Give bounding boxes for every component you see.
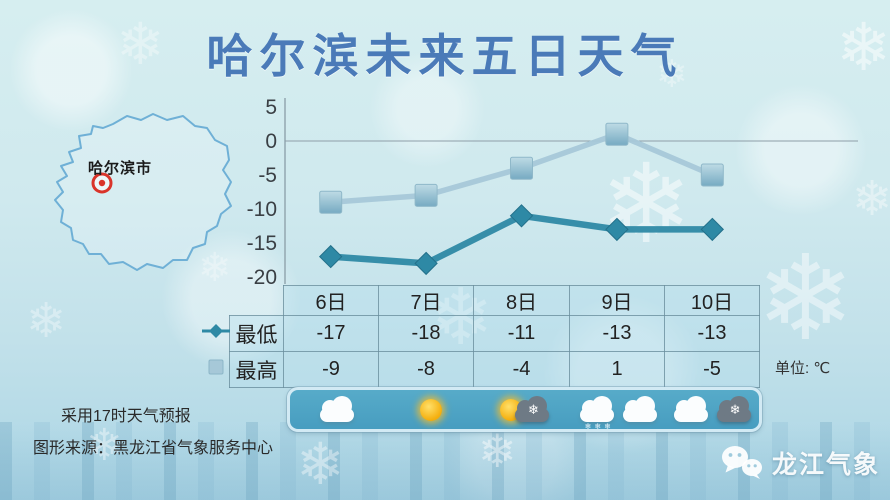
table-header-cell: 7日 [378, 285, 474, 316]
table-row: 最高 -9 -8 -4 1 -5 [229, 351, 760, 388]
table-cell: -4 [473, 351, 570, 388]
cloudy-icon [290, 390, 384, 429]
table-header-cell: 9日 [569, 285, 665, 316]
wechat-icon [722, 446, 762, 479]
y-axis-tick-label: -5 [258, 164, 277, 187]
data-point-square [319, 190, 343, 214]
data-point-diamond [414, 251, 438, 276]
table-cell: -18 [378, 315, 474, 352]
table-cell: -11 [473, 315, 570, 352]
snow-specks-icon: ❄❄❄ [584, 421, 614, 431]
source-note: 图形来源：黑龙江省气象服务中心 [33, 440, 274, 457]
series-line-最高 [327, 131, 716, 205]
y-axis-tick-label: 0 [265, 130, 277, 153]
cloudy-to-snow-icon: ❄ [665, 390, 759, 429]
table-cell: -17 [283, 315, 379, 352]
snowflake-icon: ❄ [729, 401, 741, 417]
white-cloud-icon [622, 395, 657, 422]
table-cell: -9 [283, 351, 379, 388]
branding: 龙江气象 [720, 444, 880, 482]
series-line-最低 [327, 212, 716, 267]
low-series-legend-marker [202, 324, 230, 338]
table-header-cell: 6日 [283, 285, 379, 316]
forecast-time-note: 采用17时天气预报 [61, 408, 191, 425]
table-cell: 1 [569, 351, 665, 388]
table-corner-cell [230, 286, 284, 316]
table-header-cell: 8日 [473, 285, 570, 316]
table-row-label: 最高 [229, 351, 284, 388]
location-marker-icon [91, 172, 113, 194]
forecast-table: 6日 7日 8日 9日 10日 最低 -17 -18 -11 -13 -13 最高 -9 -8 -4 1 -5 [229, 285, 760, 388]
table-cell: -8 [378, 351, 474, 388]
sunny-icon [384, 390, 478, 429]
data-point-square [605, 122, 629, 146]
light-snow-cloud-icon: ❄❄❄ [579, 395, 614, 431]
data-point-diamond [700, 217, 725, 242]
light-snow-to-cloudy-icon: ❄❄❄ [571, 390, 665, 431]
harbin-map: 哈尔滨市 [35, 98, 245, 278]
sun-icon [419, 398, 442, 421]
weather-icon-bar: ❄ ❄❄❄ ❄ [287, 387, 762, 432]
map-region-label: 哈尔滨市 [88, 160, 153, 177]
branding-name: 龙江气象 [772, 451, 881, 479]
table-cell: -13 [664, 315, 760, 352]
sunny-to-snow-icon: ❄ [478, 390, 572, 429]
high-series-legend-marker [208, 359, 224, 375]
snowflake-decoration: ❄ [756, 233, 855, 365]
page-title: 哈尔滨未来五日天气 [206, 30, 684, 82]
y-axis-tick-label: -15 [247, 232, 277, 255]
white-cloud-icon [319, 395, 354, 422]
data-point-square [510, 156, 533, 180]
map-outline [54, 113, 232, 271]
data-point-diamond [605, 217, 629, 242]
snowflake-decoration: ❄ [600, 143, 693, 266]
snowflake-decoration: ❄ [26, 295, 67, 348]
snow-cloud-icon: ❄ [716, 395, 751, 422]
y-axis-tick-label: 5 [265, 96, 277, 119]
table-row: 最低 -17 -18 -11 -13 -13 [229, 315, 760, 352]
unit-label: 单位: ℃ [775, 360, 831, 377]
data-point-diamond [509, 204, 534, 228]
white-cloud-icon [673, 395, 708, 422]
data-point-square [414, 183, 438, 207]
table-row-label: 最低 [229, 315, 284, 352]
y-axis-tick-label: -10 [247, 198, 277, 221]
snowflake-decoration: ❄ [852, 173, 890, 226]
snow-cloud-icon: ❄ [514, 395, 549, 422]
table-cell: -5 [664, 351, 760, 388]
table-cell: -13 [569, 315, 665, 352]
data-point-square [700, 163, 724, 187]
snowflake-icon: ❄ [527, 401, 539, 417]
table-header-cell: 10日 [664, 285, 760, 316]
data-point-diamond [318, 244, 343, 269]
